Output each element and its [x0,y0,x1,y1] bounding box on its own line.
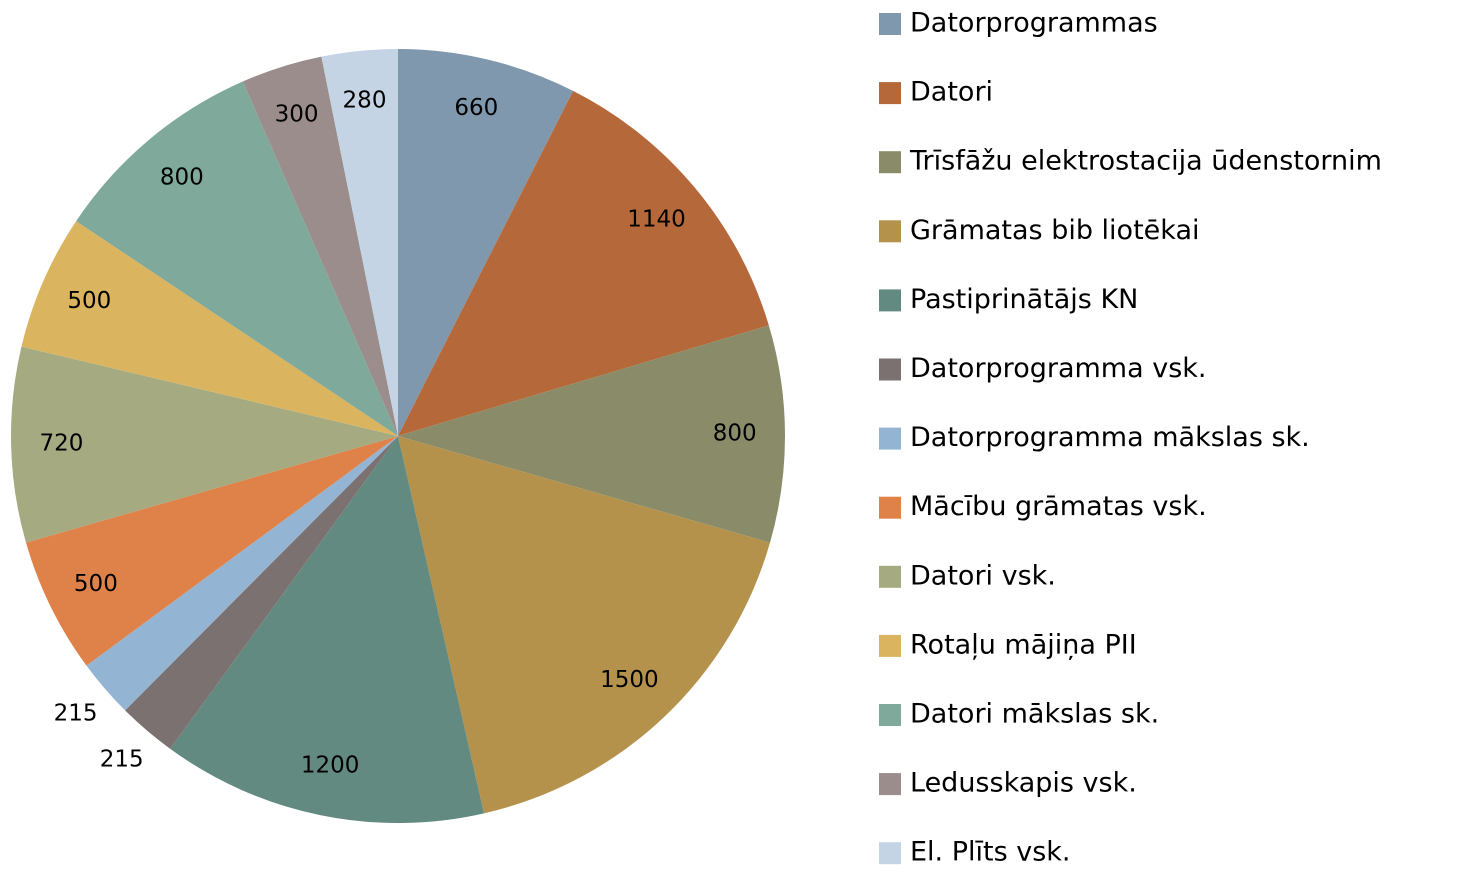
data-label: 800 [713,421,757,447]
legend-swatch [879,151,901,174]
data-label: 720 [39,430,83,456]
pie-slice [242,56,398,436]
legend-swatch [879,427,901,450]
legend-swatch [879,496,901,519]
legend-label: Datorprogrammas [910,8,1158,39]
legend-swatch [879,289,901,312]
legend-label: Trīsfāžu elektrostacija ūdenstornim [909,146,1382,177]
legend-label: Datori mākslas sk. [910,699,1159,730]
legend-swatch [879,704,901,726]
pie-slice [398,436,771,814]
data-label: 300 [275,101,319,127]
legend-label: Datori [910,77,993,108]
legend-label: Grāmatas bib liotēkai [910,215,1200,246]
pie-slice [125,436,398,749]
legend-swatch [879,82,901,105]
data-label: 660 [454,95,498,121]
legend-swatch [879,13,901,35]
data-label: 1500 [600,667,659,693]
pie-slice [398,49,574,436]
legend-label: Datorprogramma mākslas sk. [910,422,1310,453]
pie-slice [86,436,399,711]
legend-swatch [879,842,901,865]
pie-slice [398,325,785,543]
data-label: 280 [343,87,387,113]
data-label: 500 [74,571,118,597]
pie-slice [21,221,398,436]
data-label: 1140 [627,207,686,233]
pie-slice [170,436,485,824]
legend-label: Mācību grāmatas vsk. [910,491,1207,522]
legend-label: Ledusskapis vsk. [910,768,1137,799]
data-label: 215 [100,746,144,772]
legend-label: Pastiprinātājs KN [910,284,1138,315]
legend-label: Datorprogramma vsk. [910,353,1207,384]
pie-slice [76,81,398,437]
pie-slice [25,436,398,666]
legend-label: El. Plīts vsk. [910,837,1071,868]
legend-label: Rotaļu mājiņa PII [910,629,1137,660]
data-label: 800 [160,164,204,190]
pie-slice [321,49,398,436]
pie-slice [398,90,769,436]
data-label: 1200 [301,752,360,778]
legend-swatch [879,358,901,381]
data-label: 500 [67,288,111,314]
pie-slice [10,346,398,543]
legend-swatch [879,565,901,588]
legend-label: Datori vsk. [910,560,1056,591]
data-label: 215 [54,700,98,726]
legend-swatch [879,773,901,796]
legend-swatch [879,220,901,243]
legend-swatch [879,634,901,657]
